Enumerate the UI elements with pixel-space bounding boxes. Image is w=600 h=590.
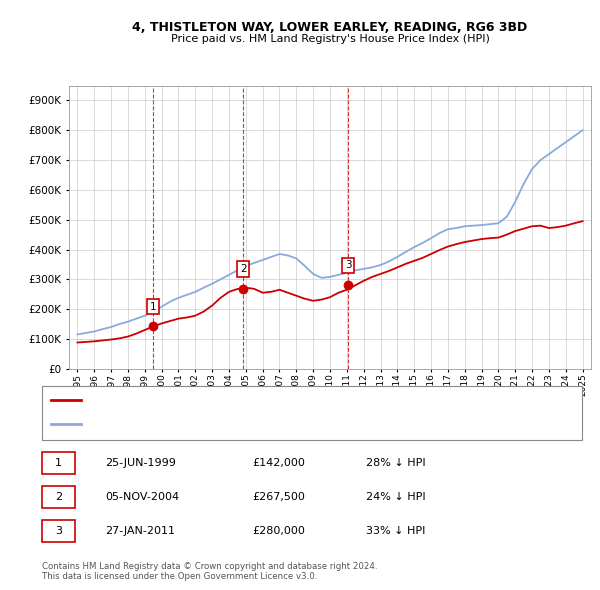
- Text: £280,000: £280,000: [252, 526, 305, 536]
- Text: 1: 1: [55, 458, 62, 468]
- Text: 1: 1: [150, 301, 157, 312]
- Text: 24% ↓ HPI: 24% ↓ HPI: [366, 492, 425, 502]
- Text: Price paid vs. HM Land Registry's House Price Index (HPI): Price paid vs. HM Land Registry's House …: [170, 34, 490, 44]
- Text: £267,500: £267,500: [252, 492, 305, 502]
- Text: 3: 3: [345, 260, 352, 270]
- Text: 2: 2: [55, 492, 62, 502]
- Text: 4, THISTLETON WAY, LOWER EARLEY, READING, RG6 3BD (detached house): 4, THISTLETON WAY, LOWER EARLEY, READING…: [87, 395, 457, 405]
- Text: 27-JAN-2011: 27-JAN-2011: [105, 526, 175, 536]
- Text: £142,000: £142,000: [252, 458, 305, 468]
- Text: 25-JUN-1999: 25-JUN-1999: [105, 458, 176, 468]
- Text: 3: 3: [55, 526, 62, 536]
- Text: 28% ↓ HPI: 28% ↓ HPI: [366, 458, 425, 468]
- Text: HPI: Average price, detached house, Wokingham: HPI: Average price, detached house, Woki…: [87, 419, 325, 428]
- Text: 4, THISTLETON WAY, LOWER EARLEY, READING, RG6 3BD: 4, THISTLETON WAY, LOWER EARLEY, READING…: [133, 21, 527, 34]
- Text: 05-NOV-2004: 05-NOV-2004: [105, 492, 179, 502]
- Text: Contains HM Land Registry data © Crown copyright and database right 2024.
This d: Contains HM Land Registry data © Crown c…: [42, 562, 377, 581]
- Text: 2: 2: [240, 264, 247, 274]
- Text: 33% ↓ HPI: 33% ↓ HPI: [366, 526, 425, 536]
